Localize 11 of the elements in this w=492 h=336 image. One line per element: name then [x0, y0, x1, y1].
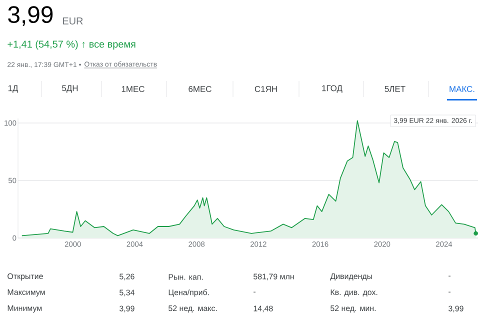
- text: 6МЕС: [188, 86, 212, 92]
- chart-subtitle: +1,41 (54,57 %) ↑ все время: [8, 40, 136, 50]
- text: С1ЯН: [254, 86, 277, 92]
- text: 1Д: [8, 85, 18, 93]
- text: МАКС.: [450, 86, 474, 92]
- text: 1МЕС: [122, 86, 144, 92]
- text: 5ЛЕТ: [384, 86, 406, 92]
- chart-title: 3,99: [8, 6, 53, 26]
- text: 1ГОД: [322, 85, 342, 93]
- text: 5ДН: [62, 85, 78, 93]
- text: EUR: [63, 18, 83, 24]
